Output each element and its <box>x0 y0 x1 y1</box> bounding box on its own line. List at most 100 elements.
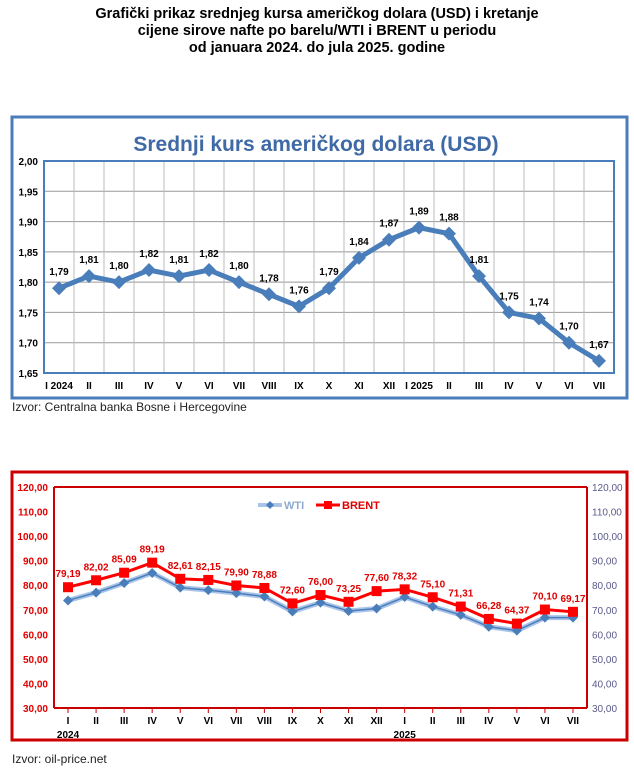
data-label: 78,88 <box>252 570 277 581</box>
x-tick-label: X <box>326 381 333 392</box>
data-label: 1,67 <box>589 340 609 351</box>
data-label: 77,60 <box>364 573 389 584</box>
x-tick-label: XII <box>370 716 382 727</box>
x-tick-label: III <box>120 716 129 727</box>
data-label: 71,31 <box>448 589 473 600</box>
data-label: 79,90 <box>224 567 249 578</box>
x-tick-label: VI <box>204 381 214 392</box>
y-tick-label-left: 40,00 <box>23 679 48 690</box>
wti-point <box>203 585 214 596</box>
x-tick-label: IV <box>484 716 494 727</box>
data-label: 1,75 <box>499 291 519 302</box>
legend-wti-icon <box>266 501 274 509</box>
usd-source: Izvor: Centralna banka Bosne i Hercegovi… <box>12 400 247 414</box>
data-label: 1,80 <box>229 261 249 272</box>
usd-point <box>172 269 186 284</box>
wti-point <box>343 606 354 617</box>
brent-point <box>567 606 578 617</box>
brent-point <box>399 584 410 595</box>
x-tick-label: VII <box>567 716 579 727</box>
heading-line: od januara 2024. do jula 2025. godine <box>188 40 446 56</box>
x-tick-label: VII <box>233 381 245 392</box>
y-tick-label-right: 80,00 <box>592 581 617 592</box>
oil-source: Izvor: oil-price.net <box>12 752 107 766</box>
x-tick-label: III <box>475 381 484 392</box>
usd-point <box>502 305 516 320</box>
data-label: 76,00 <box>308 577 333 588</box>
wti-point <box>315 597 326 608</box>
usd-point <box>112 275 126 290</box>
wti-point <box>399 592 410 603</box>
x-tick-label: VI <box>564 381 574 392</box>
heading-line: cijene sirove nafte po barelu/WTI i BREN… <box>137 23 497 39</box>
data-label: 79,19 <box>56 569 81 580</box>
data-label: 89,19 <box>140 545 165 556</box>
brent-point <box>203 574 214 585</box>
y-tick-label-left: 60,00 <box>23 630 48 641</box>
data-label: 69,17 <box>560 594 585 605</box>
usd-point <box>472 269 486 284</box>
brent-point <box>231 580 242 591</box>
x-tick-label: II <box>86 381 92 392</box>
data-label: 78,32 <box>392 571 417 582</box>
y-tick-label-left: 70,00 <box>23 606 48 617</box>
wti-point <box>259 591 270 602</box>
y-tick-label-left: 80,00 <box>23 581 48 592</box>
usd-point <box>592 353 606 368</box>
wti-point <box>483 621 494 632</box>
x-tick-label: IX <box>294 381 304 392</box>
legend-wti-label: WTI <box>284 500 304 512</box>
y-tick-label-right: 40,00 <box>592 679 617 690</box>
data-label: 1,79 <box>319 267 339 278</box>
brent-point <box>315 590 326 601</box>
brent-point <box>371 586 382 597</box>
x-tick-label: III <box>115 381 124 392</box>
y-tick-label-right: 70,00 <box>592 606 617 617</box>
x-tick-label: XII <box>383 381 395 392</box>
y-tick-label: 1,75 <box>19 308 39 319</box>
legend-brent-icon <box>324 501 332 509</box>
brent-point <box>287 598 298 609</box>
year-label: 2024 <box>57 730 80 741</box>
brent-point <box>539 604 550 615</box>
usd-point <box>52 281 66 296</box>
brent-point <box>147 557 158 568</box>
usd-point <box>142 263 156 278</box>
data-label: 1,81 <box>169 255 189 266</box>
usd-point <box>202 263 216 278</box>
data-label: 1,80 <box>109 261 129 272</box>
x-tick-label: VII <box>230 716 242 727</box>
year-label: 2025 <box>394 730 417 741</box>
data-label: 1,74 <box>529 297 549 308</box>
x-tick-label: V <box>536 381 543 392</box>
page-heading: Grafički prikaz srednjeg kursa američkog… <box>0 6 634 57</box>
data-label: 64,37 <box>504 606 529 617</box>
data-label: 1,70 <box>559 322 579 333</box>
y-tick-label: 1,70 <box>19 339 39 350</box>
x-tick-label: II <box>93 716 99 727</box>
y-tick-label-left: 110,00 <box>18 508 48 519</box>
usd-point <box>562 335 576 350</box>
y-tick-label-right: 30,00 <box>592 704 617 715</box>
data-label: 70,10 <box>532 592 557 603</box>
brent-point <box>259 582 270 593</box>
x-tick-label: V <box>514 716 521 727</box>
x-tick-label: I 2025 <box>405 381 433 392</box>
y-tick-label-right: 50,00 <box>592 655 617 666</box>
wti-point <box>147 567 158 578</box>
legend-brent-label: BRENT <box>342 500 380 512</box>
usd-point <box>82 269 96 284</box>
x-tick-label: VII <box>593 381 605 392</box>
chart-title: Srednji kurs američkog dolara (USD) <box>133 133 498 156</box>
brent-point <box>119 567 130 578</box>
brent-point <box>427 592 438 603</box>
x-tick-label: IX <box>288 716 298 727</box>
usd-point <box>442 226 456 241</box>
y-tick-label: 1,80 <box>19 278 39 289</box>
data-label: 1,89 <box>409 207 429 218</box>
wti-point <box>287 606 298 617</box>
y-tick-label: 2,00 <box>19 157 39 168</box>
brent-point <box>511 618 522 629</box>
brent-point <box>63 582 74 593</box>
